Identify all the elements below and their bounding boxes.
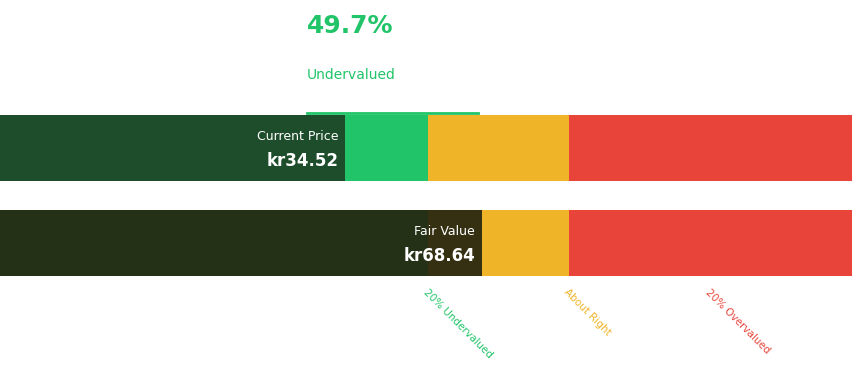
- Text: Undervalued: Undervalued: [307, 68, 395, 82]
- Text: 20% Undervalued: 20% Undervalued: [421, 287, 493, 359]
- Bar: [428, 115, 568, 181]
- Text: Fair Value: Fair Value: [414, 225, 475, 238]
- Text: 49.7%: 49.7%: [307, 14, 393, 38]
- Text: 20% Overvalued: 20% Overvalued: [703, 287, 771, 355]
- Text: kr68.64: kr68.64: [403, 247, 475, 265]
- Text: Current Price: Current Price: [256, 130, 338, 143]
- Bar: [0, 209, 428, 276]
- Bar: [428, 209, 568, 276]
- Bar: [568, 115, 852, 181]
- Bar: [0, 209, 481, 276]
- Text: About Right: About Right: [561, 287, 612, 337]
- Bar: [568, 209, 852, 276]
- Bar: [0, 115, 428, 181]
- Bar: [0, 115, 345, 181]
- Text: kr34.52: kr34.52: [267, 152, 338, 170]
